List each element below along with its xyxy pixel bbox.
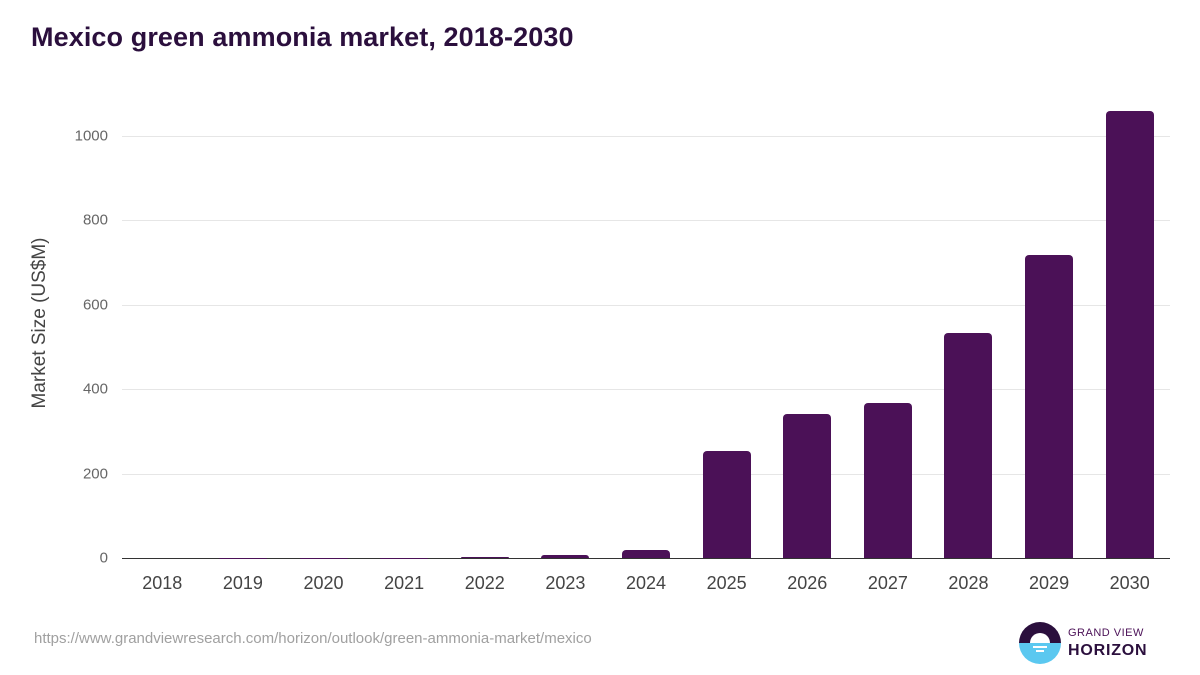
grand-view-horizon-logo: GRAND VIEW HORIZON xyxy=(1019,622,1147,664)
x-tick-label: 2030 xyxy=(1109,573,1150,593)
x-tick-label: 2019 xyxy=(222,573,263,593)
y-tick-label: 400 xyxy=(82,380,108,398)
y-tick-label: 600 xyxy=(82,296,108,314)
bar-2029[interactable] xyxy=(1025,255,1074,558)
gridline xyxy=(122,473,1170,475)
x-tick-label: 2021 xyxy=(384,573,425,593)
x-tick-label: 2023 xyxy=(545,573,586,593)
gridline xyxy=(122,389,1170,391)
y-tick-label: 200 xyxy=(82,465,108,483)
bar-2028[interactable] xyxy=(944,333,993,558)
bar-2022[interactable] xyxy=(460,556,509,558)
logo-text-top: GRAND VIEW xyxy=(1068,626,1144,639)
bar-2024[interactable] xyxy=(622,549,670,558)
gridline xyxy=(122,136,1170,137)
logo-text-bottom: HORIZON xyxy=(1068,641,1148,659)
x-axis-line xyxy=(122,558,1170,559)
bar-2030[interactable] xyxy=(1105,111,1154,558)
chart-title: Mexico green ammonia market, 2018-2030 xyxy=(31,22,574,52)
y-tick-label: 0 xyxy=(99,549,108,567)
bar-2025[interactable] xyxy=(702,450,751,558)
x-tick-label: 2018 xyxy=(142,573,183,593)
x-tick-label: 2027 xyxy=(867,573,908,593)
y-tick-label: 1000 xyxy=(74,127,108,145)
y-tick-label: 800 xyxy=(82,211,108,229)
x-tick-label: 2024 xyxy=(625,573,667,593)
x-tick-label: 2022 xyxy=(464,573,505,593)
plot-area: 2018 2019 2020 2021 2022 2023 2024 2025 2026 2027… xyxy=(122,0,1170,675)
gridline xyxy=(122,304,1170,306)
source-url[interactable]: https://www.grandviewresearch.com/horizo… xyxy=(34,630,592,647)
bar-2026[interactable] xyxy=(783,414,832,558)
x-tick-label: 2029 xyxy=(1029,573,1070,593)
x-tick-label: 2025 xyxy=(706,573,747,593)
x-tick-label: 2020 xyxy=(303,573,344,593)
bar-2023[interactable] xyxy=(541,555,590,558)
horizon-logo-icon xyxy=(1019,622,1061,664)
gridline xyxy=(122,220,1170,222)
x-tick-label: 2028 xyxy=(948,573,989,593)
x-tick-label: 2026 xyxy=(787,573,828,593)
bar-2027[interactable] xyxy=(863,403,912,558)
